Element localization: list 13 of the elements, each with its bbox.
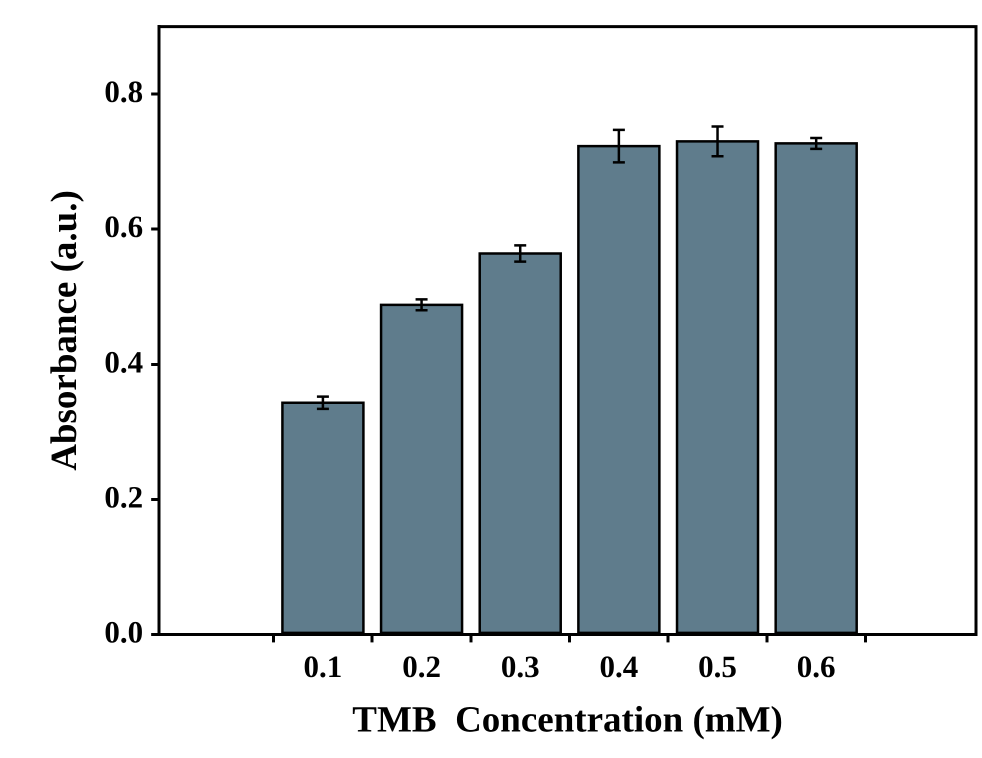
y-tick-label: 0.6 xyxy=(104,209,144,244)
y-tick-label: 0.0 xyxy=(104,614,144,650)
x-tick-label: 0.4 xyxy=(600,649,638,684)
x-tick-label: 0.5 xyxy=(698,649,737,684)
y-tick-label: 0.8 xyxy=(104,74,144,110)
y-axis-title: Absorbance (a.u.) xyxy=(44,190,85,471)
x-tick-label: 0.6 xyxy=(796,649,836,684)
x-tick-label: 0.2 xyxy=(402,649,441,684)
x-tick-label: 0.1 xyxy=(304,649,342,684)
x-tick-label: 0.3 xyxy=(500,649,540,684)
x-axis-title: TMB Concentration (mM) xyxy=(352,699,783,740)
y-tick-label: 0.2 xyxy=(104,479,144,514)
y-tick-label: 0.4 xyxy=(104,344,144,380)
